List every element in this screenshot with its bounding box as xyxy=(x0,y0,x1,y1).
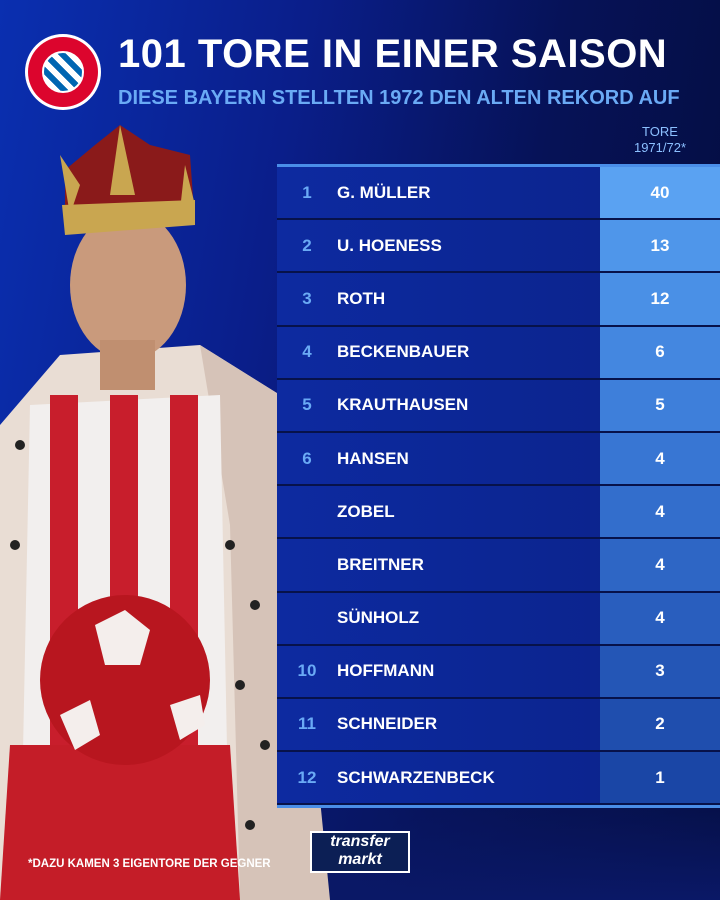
fc-bayern-logo xyxy=(25,34,101,110)
table-row: 10 HOFFMANN 3 xyxy=(277,645,720,699)
player-name: KRAUTHAUSEN xyxy=(337,395,469,415)
rank: 11 xyxy=(298,714,316,734)
player-name: ZOBEL xyxy=(337,501,395,521)
rank: 3 xyxy=(302,288,312,308)
goals-value: 13 xyxy=(600,220,720,272)
player-name: SÜNHOLZ xyxy=(337,608,420,628)
table-row: 1 G. MÜLLER 40 xyxy=(277,167,720,221)
rank: 6 xyxy=(302,448,312,468)
table-row: 5 KRAUTHAUSEN 5 xyxy=(277,379,720,433)
table-row: 3 ROTH 12 xyxy=(277,273,720,327)
rank: 5 xyxy=(302,395,312,415)
goals-value: 4 xyxy=(600,539,720,591)
goals-value: 2 xyxy=(600,698,720,751)
goals-value: 4 xyxy=(600,486,720,538)
table-row: ZOBEL 4 xyxy=(277,486,720,540)
header-line1: TORE xyxy=(642,124,678,139)
goals-value: 3 xyxy=(600,645,720,697)
table-row: SÜNHOLZ 4 xyxy=(277,592,720,646)
footnote: *DAZU KAMEN 3 EIGENTORE DER GEGNER xyxy=(28,858,271,870)
player-name: BREITNER xyxy=(337,554,424,574)
goals-value: 6 xyxy=(600,326,720,378)
transfermarkt-logo: transfer markt xyxy=(310,831,410,873)
goals-column-header: TORE 1971/72* xyxy=(600,124,720,156)
header-line2: 1971/72* xyxy=(633,140,687,155)
player-name: G. MÜLLER xyxy=(337,182,431,202)
player-photo xyxy=(0,125,330,900)
table-row: 2 U. HOENESS 13 xyxy=(277,220,720,274)
goals-value: 40 xyxy=(600,167,720,219)
player-name: SCHWARZENBECK xyxy=(337,767,495,787)
table-row: BREITNER 4 xyxy=(277,539,720,593)
player-name: HANSEN xyxy=(337,448,409,468)
table-row: 4 BECKENBAUER 6 xyxy=(277,326,720,380)
goals-value: 1 xyxy=(600,752,720,804)
goals-value: 4 xyxy=(600,432,720,485)
player-name: U. HOENESS xyxy=(337,235,442,255)
brand-line2: markt xyxy=(338,851,382,868)
brand-line1: transfer xyxy=(330,833,390,850)
rank: 12 xyxy=(297,767,317,787)
page-subtitle: DIESE BAYERN STELLTEN 1972 DEN ALTEN REK… xyxy=(118,87,680,109)
goals-value: 12 xyxy=(600,273,720,325)
table-row: 6 HANSEN 4 xyxy=(277,432,720,487)
table-row: 11 SCHNEIDER 2 xyxy=(277,698,720,753)
page-title: 101 TORE IN EINER SAISON xyxy=(118,32,668,76)
player-name: HOFFMANN xyxy=(337,661,435,681)
goals-value: 5 xyxy=(600,379,720,431)
rank: 4 xyxy=(302,342,312,362)
goals-value: 4 xyxy=(600,592,720,644)
player-name: SCHNEIDER xyxy=(337,714,438,734)
rank: 1 xyxy=(302,182,312,202)
player-name: ROTH xyxy=(337,288,386,308)
rank: 2 xyxy=(302,235,312,255)
table-row: 12 SCHWARZENBECK 1 xyxy=(277,752,720,806)
rank: 10 xyxy=(297,661,317,681)
player-name: BECKENBAUER xyxy=(337,342,470,362)
scorers-table: 1 G. MÜLLER 40 2 U. HOENESS 13 3 ROTH 12 4 BECKENB… xyxy=(277,164,720,809)
